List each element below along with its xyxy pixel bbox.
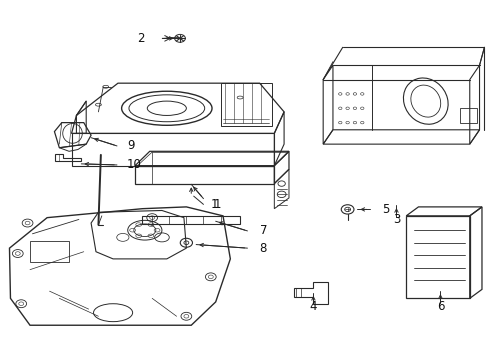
Text: 5: 5 bbox=[382, 203, 389, 216]
Text: 4: 4 bbox=[310, 300, 317, 313]
Text: 7: 7 bbox=[260, 224, 267, 238]
Text: 8: 8 bbox=[260, 242, 267, 255]
Text: 6: 6 bbox=[437, 300, 444, 313]
Text: 3: 3 bbox=[393, 213, 400, 226]
Text: 9: 9 bbox=[127, 139, 134, 152]
Text: 1: 1 bbox=[213, 198, 220, 211]
Text: 1: 1 bbox=[211, 198, 219, 211]
Text: 2: 2 bbox=[137, 32, 145, 45]
Text: 10: 10 bbox=[127, 158, 142, 171]
